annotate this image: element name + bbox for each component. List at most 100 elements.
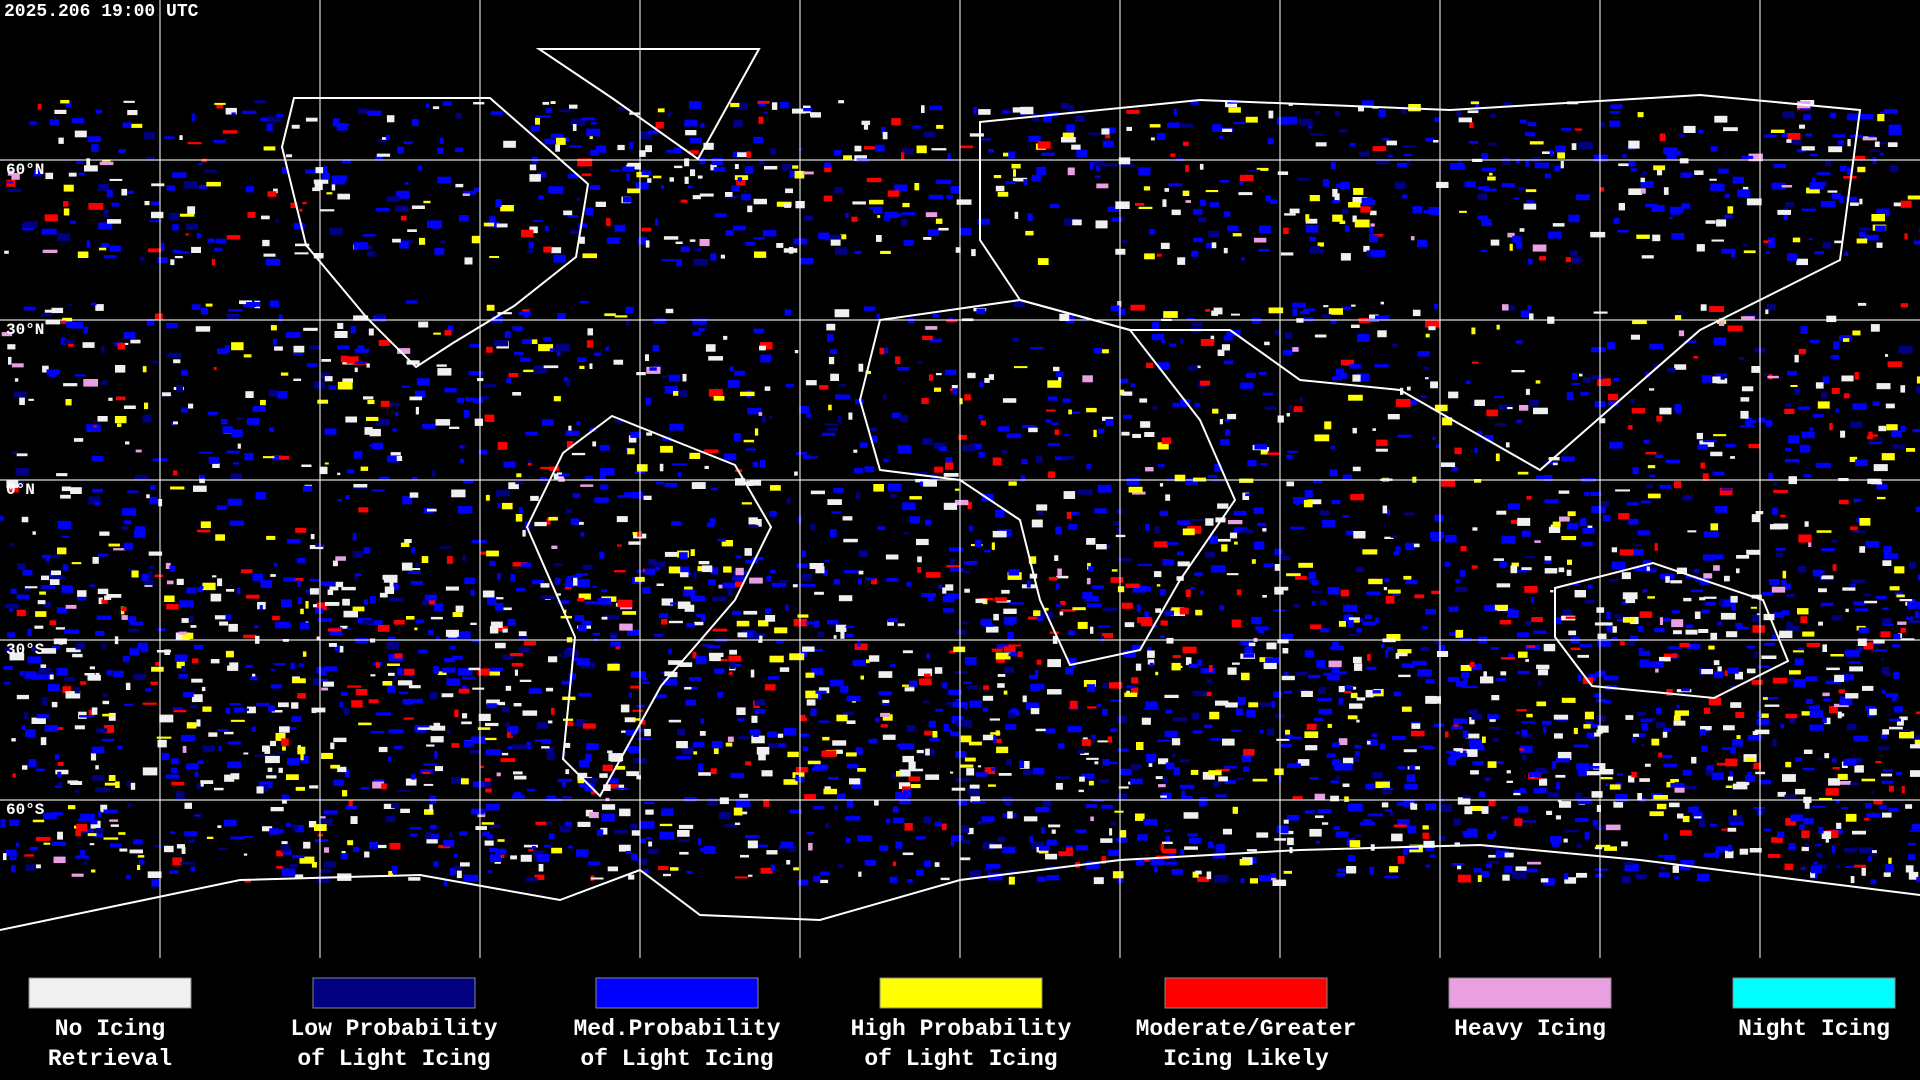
icing-speckle — [1030, 347, 1044, 350]
icing-speckle — [1023, 816, 1038, 822]
icing-speckle — [680, 199, 688, 203]
icing-speckle — [150, 681, 158, 685]
icing-speckle — [468, 667, 480, 671]
icing-speckle — [648, 130, 659, 135]
icing-speckle — [1164, 730, 1178, 737]
icing-speckle — [1683, 125, 1696, 133]
icing-speckle — [1258, 702, 1273, 707]
icing-speckle — [759, 342, 773, 350]
icing-speckle — [1520, 119, 1527, 124]
icing-speckle — [997, 836, 1006, 843]
icing-speckle — [579, 365, 585, 369]
icing-speckle — [208, 732, 218, 737]
icing-speckle — [537, 172, 547, 178]
icing-speckle — [1798, 647, 1805, 650]
icing-speckle — [604, 615, 619, 620]
icing-speckle — [849, 778, 861, 785]
icing-speckle — [1116, 837, 1128, 843]
icing-speckle — [1116, 715, 1127, 724]
icing-speckle — [330, 764, 341, 769]
icing-speckle — [778, 579, 789, 583]
icing-speckle — [1776, 552, 1783, 558]
icing-speckle — [600, 827, 608, 835]
icing-field — [0, 100, 1920, 887]
icing-speckle — [318, 668, 327, 676]
icing-speckle — [4, 250, 9, 254]
icing-speckle — [1591, 347, 1606, 353]
icing-speckle — [1652, 568, 1658, 571]
icing-speckle — [712, 596, 727, 602]
icing-speckle — [611, 662, 618, 665]
icing-speckle — [577, 598, 585, 602]
icing-speckle — [1212, 782, 1220, 788]
icing-speckle — [78, 172, 85, 176]
icing-speckle — [1854, 608, 1869, 611]
icing-speckle — [950, 771, 954, 774]
icing-speckle — [1159, 483, 1164, 487]
icing-speckle — [184, 831, 198, 837]
icing-speckle — [1854, 372, 1860, 380]
icing-speckle — [1085, 861, 1100, 869]
icing-speckle — [162, 392, 171, 397]
icing-speckle — [417, 649, 428, 654]
icing-speckle — [658, 865, 669, 871]
icing-speckle — [1801, 146, 1815, 151]
icing-speckle — [1674, 876, 1680, 879]
icing-speckle — [529, 174, 541, 182]
icing-speckle — [87, 833, 97, 837]
icing-speckle — [1880, 733, 1888, 739]
icing-speckle — [1743, 250, 1756, 254]
icing-speckle — [1017, 651, 1023, 658]
icing-speckle — [1206, 871, 1212, 880]
icing-speckle — [1765, 309, 1769, 315]
icing-speckle — [217, 825, 222, 828]
icing-speckle — [857, 835, 872, 842]
icing-speckle — [1121, 431, 1130, 436]
icing-speckle — [700, 718, 705, 724]
icing-speckle — [805, 690, 819, 699]
icing-speckle — [1803, 749, 1813, 754]
icing-speckle — [513, 771, 523, 775]
icing-speckle — [1430, 854, 1436, 858]
icing-speckle — [19, 481, 24, 487]
icing-speckle — [89, 584, 96, 587]
icing-speckle — [1006, 433, 1022, 439]
icing-speckle — [278, 314, 283, 322]
icing-speckle — [908, 768, 924, 772]
icing-speckle — [710, 768, 717, 774]
icing-speckle — [281, 841, 288, 845]
icing-speckle — [766, 850, 778, 855]
icing-speckle — [1544, 499, 1559, 504]
icing-speckle — [1668, 802, 1680, 808]
icing-speckle — [190, 704, 198, 709]
icing-speckle — [1143, 707, 1159, 710]
icing-speckle — [409, 826, 422, 830]
icing-speckle — [1544, 560, 1552, 564]
icing-speckle — [1645, 452, 1657, 455]
icing-speckle — [110, 824, 119, 827]
icing-speckle — [15, 467, 30, 476]
icing-speckle — [1533, 788, 1547, 794]
icing-speckle — [652, 344, 660, 352]
icing-speckle — [104, 725, 114, 733]
icing-speckle — [1002, 110, 1011, 114]
icing-speckle — [1219, 419, 1223, 425]
icing-speckle — [1177, 551, 1184, 556]
icing-speckle — [375, 662, 380, 668]
icing-speckle — [301, 464, 312, 467]
icing-speckle — [1641, 500, 1651, 504]
icing-speckle — [694, 248, 702, 251]
icing-speckle — [1525, 189, 1537, 193]
icing-speckle — [397, 668, 401, 675]
icing-speckle — [799, 405, 810, 414]
icing-speckle — [1072, 607, 1086, 611]
icing-speckle — [236, 417, 243, 420]
icing-speckle — [1338, 686, 1346, 693]
icing-speckle — [1782, 774, 1796, 782]
icing-speckle — [1240, 878, 1245, 884]
icing-speckle — [1516, 241, 1523, 249]
icing-speckle — [327, 628, 342, 632]
icing-speckle — [344, 769, 350, 778]
icing-speckle — [1817, 401, 1830, 409]
icing-speckle — [394, 653, 403, 659]
